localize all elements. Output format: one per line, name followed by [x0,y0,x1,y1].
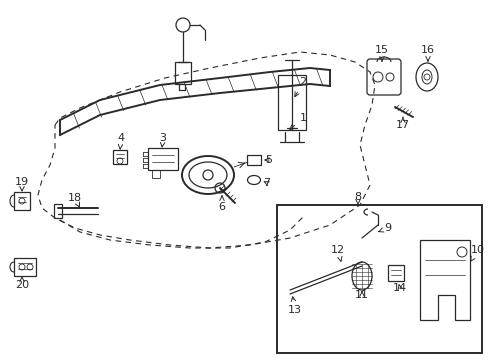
Text: 17: 17 [395,117,409,130]
Text: 6: 6 [218,196,225,212]
Bar [387,265,403,281]
Bar [113,150,127,164]
Text: 13: 13 [287,297,302,315]
Bar [54,204,62,218]
Bar [148,148,178,170]
Text: 16: 16 [420,45,434,61]
Text: 3: 3 [159,133,166,147]
Text: 18: 18 [68,193,82,207]
Bar [246,155,261,165]
Bar [14,192,30,210]
Text: 10: 10 [469,245,484,261]
Bar [175,62,191,84]
Text: 1: 1 [289,113,306,130]
Text: 14: 14 [392,283,406,293]
Text: 20: 20 [15,277,29,290]
Bar [276,205,481,353]
Bar [278,75,305,130]
Text: 2: 2 [294,77,306,96]
Bar [152,170,160,178]
Text: 15: 15 [374,45,388,61]
Text: 9: 9 [378,223,391,233]
Bar [14,258,36,276]
Text: 5: 5 [265,155,272,165]
Text: 8: 8 [354,192,361,205]
Text: 4: 4 [117,133,124,149]
Text: 11: 11 [354,290,368,300]
Text: 7: 7 [263,178,270,188]
Text: 12: 12 [330,245,345,261]
Text: 19: 19 [15,177,29,191]
